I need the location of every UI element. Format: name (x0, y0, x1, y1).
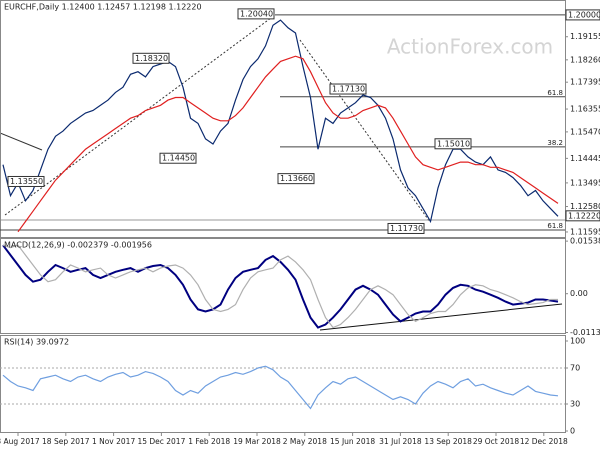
y-tick-label: 1.18260 (570, 55, 600, 64)
annotation-label: 1.20040 (240, 9, 273, 18)
y-tick-label: 1.13495 (570, 178, 600, 187)
y-tick-label: 0.00 (570, 289, 588, 298)
y-tick-label: 1.11595 (570, 227, 600, 236)
macd-trendline (319, 303, 563, 331)
series-line (2, 19, 559, 224)
annotation-box (387, 222, 425, 234)
x-tick-label: 19 Mar 2018 (233, 437, 281, 446)
fib-label: 38.2 (547, 139, 563, 147)
x-tick-label: 13 Sep 2018 (424, 437, 472, 446)
panel-title: EURCHF,Daily 1.12400 1.12457 1.12198 1.1… (4, 3, 202, 12)
price-box (565, 9, 600, 21)
y-tick-label: 0.015385 (570, 237, 600, 246)
y-tick-label: 1.12580 (570, 202, 600, 211)
annotation-label: 1.15010 (437, 139, 470, 148)
y-tick-label: 1.15470 (570, 127, 600, 136)
x-tick-label: 12 Dec 2018 (520, 437, 568, 446)
x-tick-label: 1 Nov 2017 (92, 437, 135, 446)
series-line (2, 244, 558, 329)
panel-title: MACD(12,26,9) -0.002379 -0.001956 (4, 241, 152, 250)
annotation-label: 1.17130 (332, 85, 365, 94)
panel-frame (0, 238, 566, 334)
annotation-box (159, 152, 197, 164)
trendline (0, 132, 43, 151)
fib-label: 61.8 (547, 222, 563, 230)
x-tick-label: 18 Sep 2017 (42, 437, 90, 446)
annotation-box (434, 138, 472, 150)
x-tick-label: 1 Feb 2018 (188, 437, 230, 446)
annotation-label: 1.11730 (390, 224, 423, 233)
y-tick-label: 70 (570, 364, 580, 373)
series-line (2, 365, 559, 410)
trendline (4, 14, 276, 216)
panel-title: RSI(14) 39.0972 (4, 338, 69, 347)
y-tick-label: 0 (570, 427, 575, 436)
annotation-label: 1.13660 (280, 174, 313, 183)
annotation-label: 1.18320 (135, 54, 168, 63)
panel-frame (0, 0, 566, 238)
series-line (17, 55, 559, 233)
x-tick-label: 2 May 2018 (283, 437, 327, 446)
price-box (565, 210, 600, 222)
x-tick-label: 15 Dec 2017 (137, 437, 185, 446)
price-box-label: 1.20000 (568, 10, 600, 19)
x-tick-label: 31 Jul 2018 (379, 437, 422, 446)
x-tick-label: 3 Aug 2017 (0, 437, 40, 446)
price-box-label: 1.12220 (568, 211, 600, 220)
annotation-box (329, 83, 367, 95)
series-line (2, 244, 559, 329)
annotation-box (132, 52, 170, 64)
y-tick-label: 1.16355 (570, 105, 600, 114)
y-tick-label: 1.14445 (570, 154, 600, 163)
y-tick-label: 1.17395 (570, 78, 600, 87)
annotation-box (277, 173, 315, 185)
annotation-box (237, 8, 275, 20)
panel-frame (0, 335, 566, 433)
x-tick-label: 29 Oct 2018 (473, 437, 520, 446)
y-tick-label: 1.19155 (570, 32, 600, 41)
x-tick-label: 15 Jun 2018 (330, 437, 375, 446)
annotation-label: 1.14450 (162, 154, 195, 163)
y-tick-label: 100 (570, 337, 585, 346)
trendline (299, 39, 431, 223)
annotation-label: 1.13550 (10, 177, 43, 186)
annotation-box (7, 175, 45, 187)
watermark: ActionForex.com (387, 35, 553, 59)
y-tick-label: -0.011352 (570, 328, 600, 337)
y-tick-label: 30 (570, 400, 580, 409)
fib-label: 61.8 (547, 89, 563, 97)
